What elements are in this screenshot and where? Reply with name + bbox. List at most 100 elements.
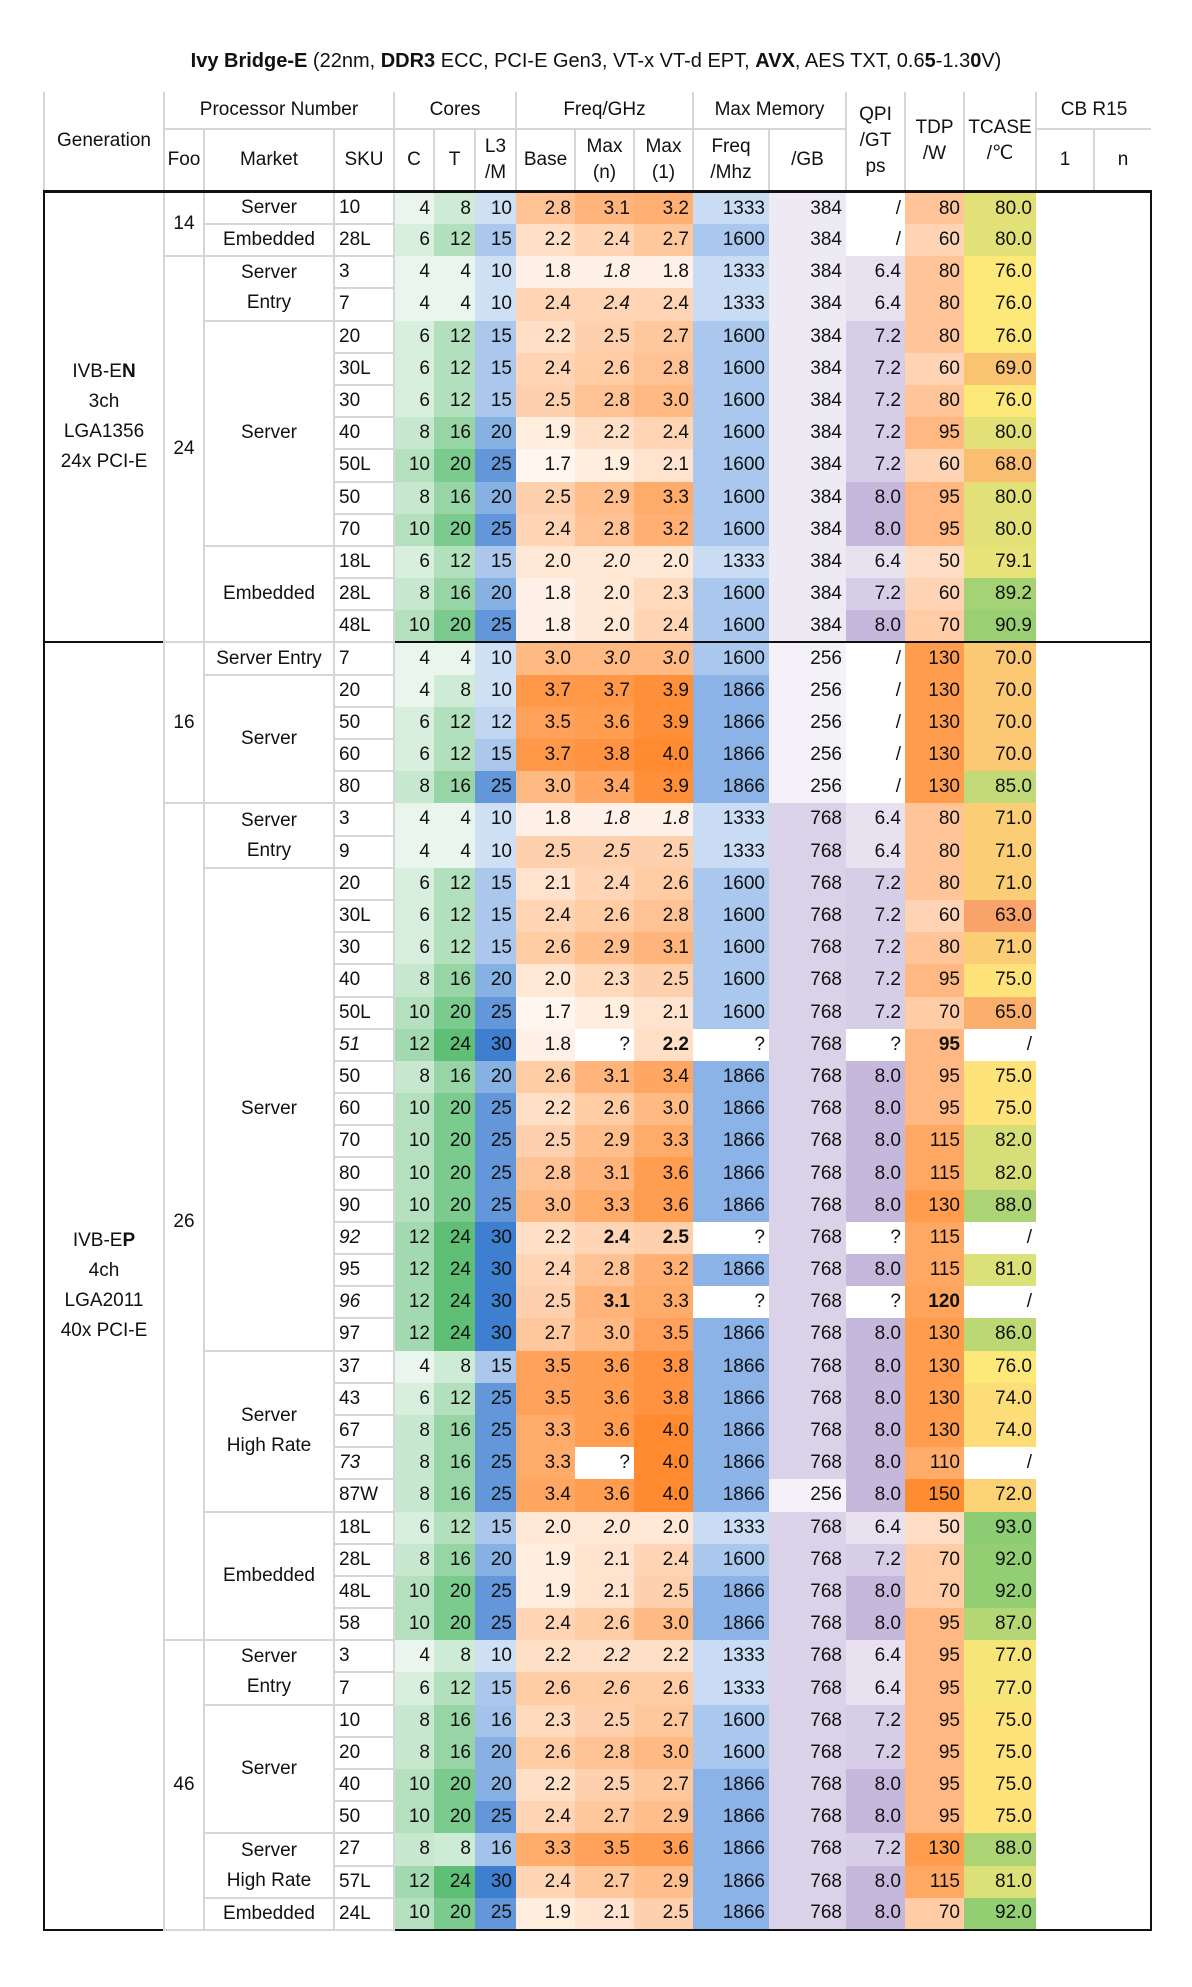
- gb-cell: 384: [769, 256, 846, 289]
- l3-cell: 25: [475, 610, 516, 643]
- tcase-cell: /: [964, 1447, 1036, 1480]
- qpi-cell: 8.0: [846, 1608, 905, 1641]
- tcase-cell: 77.0: [964, 1672, 1036, 1705]
- header-max-1: Max (1): [633, 129, 693, 193]
- cb-n-cell: [1094, 191, 1151, 224]
- max_n-cell: ?: [575, 1447, 634, 1480]
- sku-cell: 20: [333, 673, 395, 708]
- t-cell: 20: [434, 1897, 475, 1930]
- gb-cell: 768: [769, 1865, 846, 1898]
- market-cell: Embedded: [203, 222, 335, 258]
- base-cell: 3.0: [516, 771, 575, 804]
- max_n-cell: 2.6: [575, 352, 634, 385]
- table-row: 50 6 12 12 3.5 3.6 3.9 1866 256/130 70.0: [44, 705, 1151, 741]
- tcase-cell: 80.0: [964, 224, 1036, 257]
- base-cell: 2.4: [516, 288, 575, 321]
- l3-cell: 25: [475, 1801, 516, 1834]
- max_n-cell: 3.6: [575, 1479, 634, 1512]
- cb-n-cell: [1094, 641, 1151, 675]
- cb-n-cell: [1094, 545, 1151, 579]
- c-cell: 6: [394, 1672, 434, 1705]
- sku-cell: 50: [333, 705, 395, 741]
- cb-n-cell: [1094, 739, 1151, 772]
- max_1-cell: 2.7: [634, 320, 693, 353]
- qpi-cell: 8.0: [846, 1060, 905, 1094]
- base-cell: 3.0: [516, 641, 575, 675]
- t-cell: 4: [434, 835, 475, 868]
- t-cell: 24: [434, 1318, 475, 1351]
- l3-cell: 15: [475, 545, 516, 579]
- cb-n-cell: [1094, 256, 1151, 289]
- sku-cell: 10: [333, 1703, 395, 1738]
- l3-cell: 15: [475, 384, 516, 418]
- max_1-cell: 1.8: [634, 256, 693, 289]
- tdp-cell: 60: [905, 899, 964, 933]
- max_n-cell: 2.6: [575, 1093, 634, 1126]
- l3-cell: 10: [475, 288, 516, 321]
- t-cell: 12: [434, 1382, 475, 1415]
- t-cell: 20: [434, 1157, 475, 1190]
- tcase-cell: 80.0: [964, 481, 1036, 514]
- gb-cell: 768: [769, 1833, 846, 1866]
- tdp-cell: 80: [905, 288, 964, 321]
- t-cell: 20: [434, 1769, 475, 1802]
- gb-cell: 256: [769, 706, 846, 739]
- title-part: 0: [970, 50, 982, 72]
- cb-1-cell: [1036, 706, 1094, 739]
- cb-1-cell: [1036, 384, 1094, 418]
- mem_freq-cell: 1600: [693, 932, 769, 965]
- tcase-cell: 70.0: [964, 641, 1036, 675]
- tdp-cell: 80: [905, 835, 964, 868]
- cb-n-cell: [1094, 1189, 1151, 1222]
- gb-cell: 384: [769, 545, 846, 579]
- max_1-cell: 3.0: [634, 384, 693, 418]
- tcase-cell: 69.0: [964, 352, 1036, 385]
- mem_freq-cell: 1333: [693, 1672, 769, 1705]
- gb-cell: 768: [769, 1511, 846, 1544]
- max_n-cell: 2.6: [575, 1608, 634, 1641]
- max_1-cell: 3.5: [634, 1318, 693, 1351]
- t-cell: 12: [434, 224, 475, 257]
- max_1-cell: 3.4: [634, 1060, 693, 1094]
- l3-cell: 10: [475, 835, 516, 868]
- table-row: 30L 6 12 15 2.4 2.6 2.8 1600 384 7.2 60 69.0: [44, 351, 1151, 386]
- cb-1-cell: [1036, 578, 1094, 611]
- cb-n-cell: [1094, 578, 1151, 611]
- cb-1-cell: [1036, 1543, 1094, 1576]
- table-row: Server High Rate 27 8 8 16 3.3 3.5 3.6 1866 768 7.…: [44, 1832, 1151, 1899]
- mem_freq-cell: 1866: [693, 1865, 769, 1898]
- cb-1-cell: [1036, 1672, 1094, 1705]
- mem_freq-cell: 1600: [693, 449, 769, 482]
- sku-cell: 20: [333, 1735, 395, 1771]
- t-cell: 20: [434, 449, 475, 482]
- tcase-cell: 71.0: [964, 867, 1036, 900]
- qpi-cell: /: [846, 224, 905, 257]
- tdp-cell: 95: [905, 1060, 964, 1094]
- max_n-cell: 2.8: [575, 1736, 634, 1769]
- cb-n-cell: [1094, 481, 1151, 514]
- l3-cell: 25: [475, 1093, 516, 1126]
- c-cell: 10: [394, 1608, 434, 1641]
- max_1-cell: 3.0: [634, 1608, 693, 1641]
- tcase-cell: 63.0: [964, 899, 1036, 933]
- gb-cell: 768: [769, 1801, 846, 1834]
- header-freq: Freq/GHz: [515, 92, 693, 130]
- max_n-cell: 3.0: [575, 1318, 634, 1351]
- c-cell: 10: [394, 449, 434, 482]
- cb-n-cell: [1094, 288, 1151, 321]
- qpi-cell: /: [846, 641, 905, 675]
- generation-detail: LGA2011: [64, 1290, 144, 1312]
- max_n-cell: 2.5: [575, 320, 634, 353]
- max_n-cell: 2.5: [575, 1769, 634, 1802]
- mem_freq-cell: 1600: [693, 384, 769, 418]
- sku-cell: 18L: [333, 1510, 395, 1545]
- tcase-cell: 80.0: [964, 191, 1036, 224]
- max_n-cell: 1.8: [575, 256, 634, 289]
- cb-1-cell: [1036, 641, 1094, 675]
- title-part: ECC, PCI-E Gen3, VT-x VT-d EPT,: [435, 50, 756, 72]
- qpi-cell: 8.0: [846, 1414, 905, 1448]
- title-part: Ivy Bridge-E: [190, 50, 308, 72]
- tdp-cell: 60: [905, 352, 964, 385]
- tdp-cell: 95: [905, 513, 964, 546]
- mem_freq-cell: 1866: [693, 1608, 769, 1641]
